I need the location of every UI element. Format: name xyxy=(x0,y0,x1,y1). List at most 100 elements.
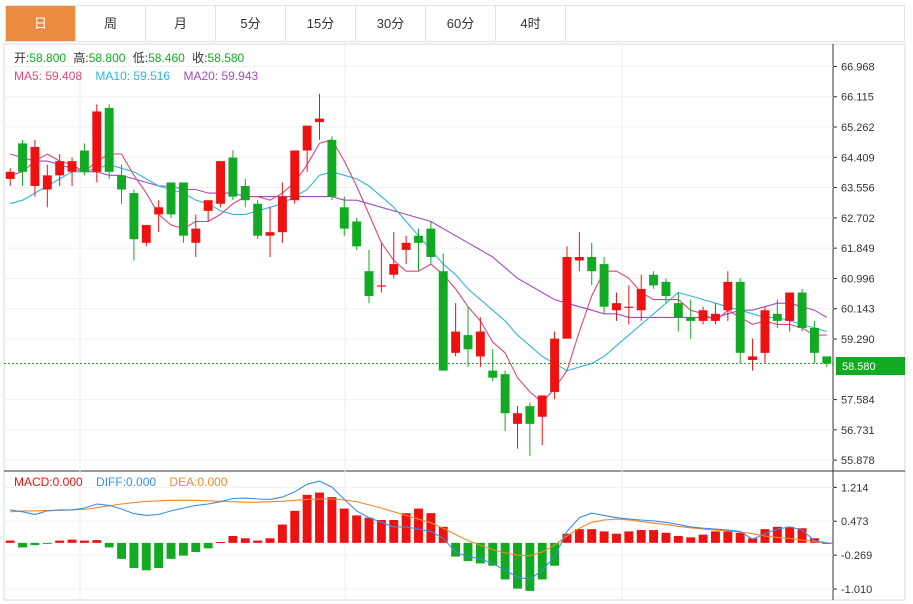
last-price-value: 58.580 xyxy=(842,361,876,373)
candle-body xyxy=(500,374,510,414)
candle-body xyxy=(401,242,411,250)
candle-body xyxy=(451,331,461,353)
macd-bar xyxy=(562,533,572,543)
price-tick-label: 61.849 xyxy=(841,243,875,255)
tab-60min[interactable]: 60分 xyxy=(426,6,496,41)
candle-body xyxy=(265,232,275,236)
macd-bar xyxy=(636,530,646,543)
macd-bar xyxy=(550,542,560,566)
candle-body xyxy=(216,161,225,204)
macd-bar xyxy=(574,529,584,543)
candle-body xyxy=(376,285,386,287)
macd-bar xyxy=(414,508,423,543)
macd-bar xyxy=(772,526,782,543)
candle-body xyxy=(141,225,151,243)
candle-body xyxy=(178,182,188,236)
price-tick-label: 64.409 xyxy=(841,152,875,164)
candle-body xyxy=(104,107,114,172)
candle-body xyxy=(79,150,89,172)
candle-body xyxy=(352,221,362,247)
period-tabs: 日 周 月 5分 15分 30分 60分 4时 xyxy=(5,5,905,42)
candle-body xyxy=(166,182,176,215)
candle-body xyxy=(117,175,126,190)
macd-bar xyxy=(475,542,485,564)
high-value: 58.800 xyxy=(89,51,126,65)
candle-body xyxy=(253,203,263,236)
tab-4hour[interactable]: 4时 xyxy=(496,6,566,41)
diff-legend: DIFF:0.000 xyxy=(96,475,156,489)
candle-body xyxy=(525,406,535,424)
macd-bar xyxy=(661,532,671,543)
macd-bar xyxy=(785,526,795,543)
macd-bar xyxy=(92,540,102,543)
candle-body xyxy=(42,175,52,190)
price-tick-label: 57.584 xyxy=(841,395,875,407)
macd-bar xyxy=(30,542,40,546)
candle-body xyxy=(240,186,250,201)
low-value: 58.460 xyxy=(148,51,185,65)
tab-15min[interactable]: 15分 xyxy=(286,6,356,41)
macd-bar xyxy=(117,542,126,559)
candle-body xyxy=(339,207,349,229)
macd-bar xyxy=(649,530,659,543)
dea-line xyxy=(10,498,827,557)
candle-body xyxy=(315,118,324,123)
macd-bar xyxy=(537,542,547,580)
candle-body xyxy=(290,150,300,201)
ma10-legend: MA10: 59.516 xyxy=(95,69,170,83)
macd-bar xyxy=(673,536,683,543)
macd-bar xyxy=(129,542,139,568)
ma5-legend: MA5: 59.408 xyxy=(14,69,82,83)
macd-bar xyxy=(5,540,15,543)
candle-body xyxy=(302,125,312,151)
macd-bar xyxy=(488,542,498,566)
tab-month[interactable]: 月 xyxy=(146,6,216,41)
candle-body xyxy=(438,271,448,371)
candle-body xyxy=(18,143,28,172)
candle-body xyxy=(748,356,758,360)
candle-body xyxy=(760,310,770,353)
candle-body xyxy=(797,292,807,328)
candle-body xyxy=(673,303,683,318)
macd-bar xyxy=(797,528,807,543)
macd-bar xyxy=(389,520,399,543)
ma20-legend: MA20: 59.943 xyxy=(183,69,258,83)
candle-body xyxy=(92,111,102,172)
macd-tick-label: -1.010 xyxy=(841,584,872,596)
candle-body xyxy=(636,288,646,311)
ohlc-info: 开:58.800 高:58.800 低:58.460 收:58.580 xyxy=(14,50,245,65)
price-tick-label: 60.996 xyxy=(841,273,875,285)
price-tick-label: 59.290 xyxy=(841,334,875,346)
macd-bar xyxy=(513,542,522,589)
macd-bar xyxy=(141,542,151,571)
candle-body xyxy=(364,271,374,297)
macd-bar xyxy=(500,542,510,580)
macd-tick-label: 0.473 xyxy=(841,516,869,528)
macd-bar xyxy=(352,515,362,543)
macd-bar xyxy=(686,537,696,543)
macd-bar xyxy=(178,542,188,556)
price-tick-label: 65.262 xyxy=(841,122,875,134)
macd-bar xyxy=(18,542,28,548)
macd-tick-label: -0.269 xyxy=(841,550,872,562)
candle-body xyxy=(488,370,498,378)
tab-week[interactable]: 周 xyxy=(76,6,146,41)
macd-bar xyxy=(711,531,720,543)
candle-body xyxy=(574,257,584,261)
macd-bar xyxy=(290,510,300,543)
tab-5min[interactable]: 5分 xyxy=(216,6,286,41)
tab-30min[interactable]: 30分 xyxy=(356,6,426,41)
macd-bar xyxy=(203,542,213,549)
candle-body xyxy=(550,338,560,392)
macd-bar xyxy=(451,542,461,557)
macd-bar xyxy=(228,536,238,543)
macd-bar xyxy=(42,542,52,544)
candle-body xyxy=(389,264,399,275)
price-tick-label: 66.968 xyxy=(841,61,875,73)
macd-bar xyxy=(463,542,473,562)
candle-body xyxy=(599,264,609,307)
candle-body xyxy=(67,161,77,172)
tab-day[interactable]: 日 xyxy=(6,6,76,41)
macd-bar xyxy=(723,531,733,543)
